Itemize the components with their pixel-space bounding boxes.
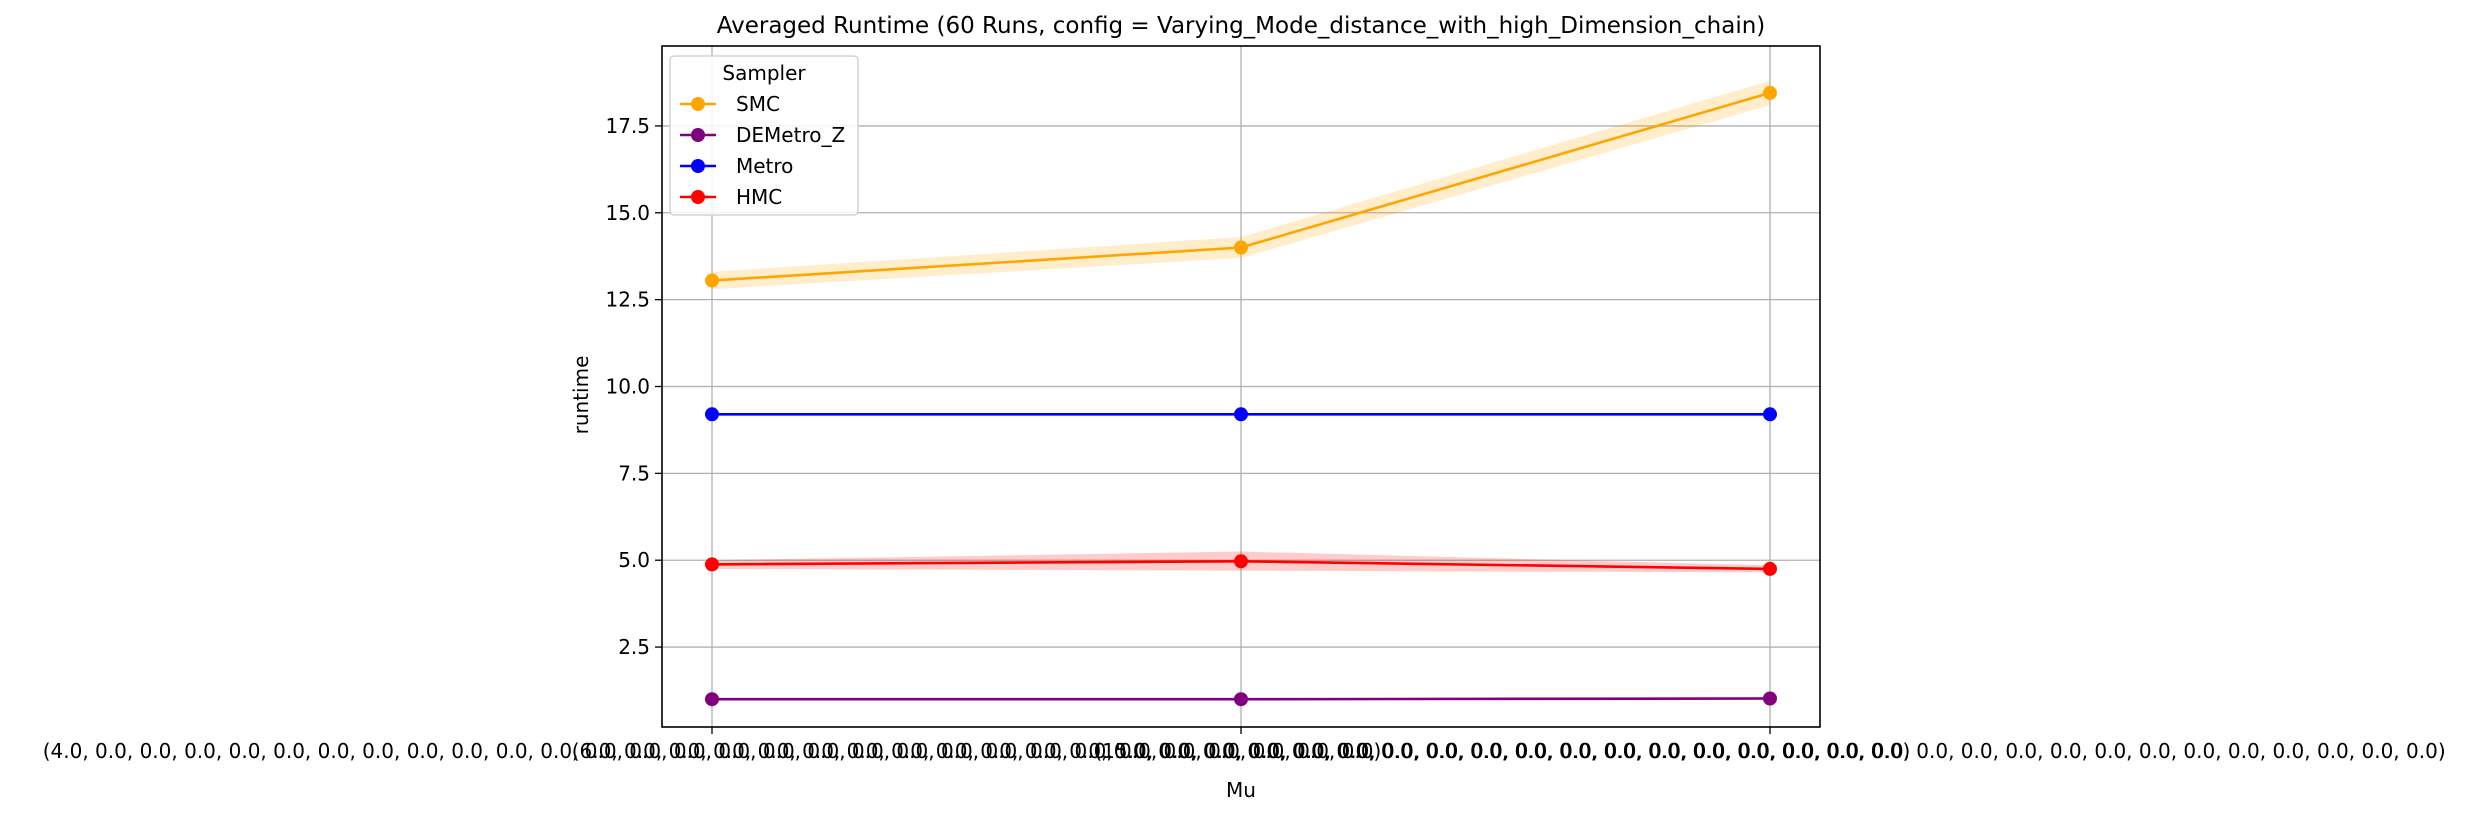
- point-metro: [1234, 407, 1248, 422]
- x-tick-label: (4.0, 0.0, 0.0, 0.0, 0.0, 0.0, 0.0, 0.0,…: [43, 739, 1382, 763]
- chart-title: Averaged Runtime (60 Runs, config = Vary…: [717, 13, 1766, 39]
- legend-marker-hmc: [691, 190, 705, 204]
- point-demetro-z: [1763, 691, 1777, 706]
- x-axis-label: Mu: [1226, 778, 1256, 802]
- point-hmc: [1763, 561, 1777, 576]
- y-tick-label: 5.0: [618, 548, 650, 572]
- legend-label-hmc: HMC: [736, 185, 782, 209]
- legend-label-smc: SMC: [736, 92, 780, 116]
- x-tick-label: (15.0, 0.0, 0.0, 0.0, 0.0, 0.0, 0.0, 0.0…: [1094, 739, 2445, 763]
- legend: Sampler SMC DEMetro_Z Metro HMC: [669, 55, 859, 216]
- y-tick-label: 12.5: [605, 288, 650, 312]
- y-tick-label: 2.5: [618, 635, 650, 659]
- y-tick-label: 17.5: [605, 114, 650, 138]
- series-lines: [705, 85, 1777, 707]
- point-smc: [1234, 240, 1248, 255]
- legend-marker-demetro-z: [691, 128, 705, 142]
- axis-ticks: 2.5 5.0 7.5 10.0 12.5 15.0 17.5 (4.0, 0.0, 0.0,…: [43, 114, 2446, 763]
- point-hmc: [705, 557, 719, 572]
- legend-title: Sampler: [722, 61, 806, 85]
- y-tick-label: 10.0: [605, 375, 650, 399]
- point-hmc: [1234, 554, 1248, 569]
- y-axis-label: runtime: [569, 356, 593, 435]
- point-smc: [705, 273, 719, 288]
- point-metro: [705, 407, 719, 422]
- x-tick-label: (6.0, 0.0, 0.0, 0.0, 0.0, 0.0, 0.0, 0.0,…: [572, 739, 1911, 763]
- legend-marker-smc: [691, 97, 705, 111]
- legend-label-demetro-z: DEMetro_Z: [736, 123, 845, 147]
- y-tick-label: 15.0: [605, 201, 650, 225]
- y-tick-label: 7.5: [618, 461, 650, 485]
- point-smc: [1763, 85, 1777, 100]
- point-demetro-z: [705, 692, 719, 707]
- point-metro: [1763, 407, 1777, 422]
- legend-box: [669, 55, 859, 216]
- legend-label-metro: Metro: [736, 154, 793, 178]
- point-demetro-z: [1234, 692, 1248, 707]
- legend-marker-metro: [691, 159, 705, 173]
